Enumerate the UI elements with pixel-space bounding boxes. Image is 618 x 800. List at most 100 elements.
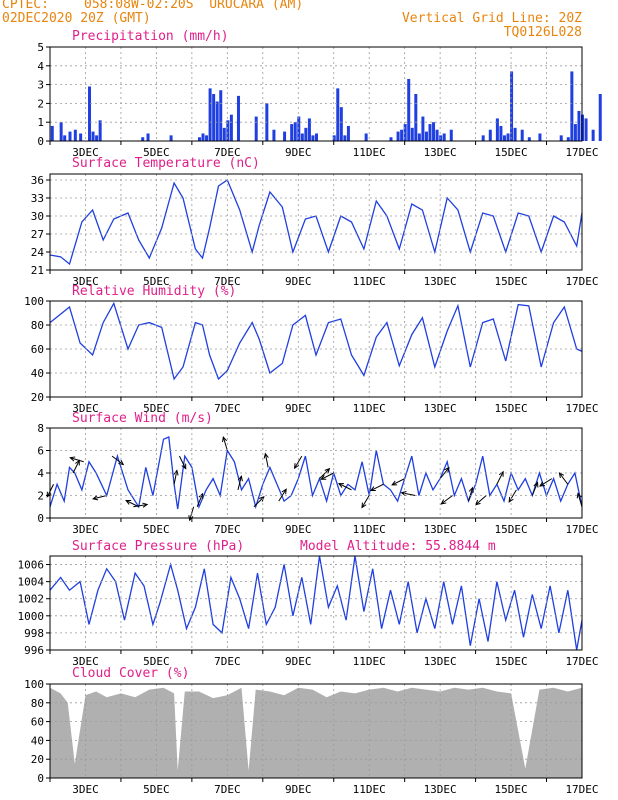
precip-bar [254, 116, 258, 141]
x-tick-label: 17DEC [565, 402, 598, 415]
wind-arrowhead [324, 467, 331, 474]
wind-vector [361, 495, 370, 508]
precip-bar [336, 88, 340, 141]
x-tick-label: 17DEC [565, 783, 598, 796]
precip-bar [495, 118, 499, 141]
panel-1: Precipitation (mm/h) 0 1 2 3 4 5 3DEC 5DEC 7DEC 9D… [37, 29, 602, 159]
precip-bar [50, 125, 54, 141]
y-tick-label: 27 [31, 228, 44, 241]
precip-bar [570, 71, 574, 141]
precip-bar [559, 135, 563, 141]
y-tick-label: 40 [31, 734, 44, 747]
x-tick-label: 11DEC [353, 402, 386, 415]
y-tick-label: 2 [37, 490, 44, 503]
y-tick-label: 100 [24, 295, 44, 308]
wind-vector [111, 455, 124, 465]
precip-bar [283, 131, 287, 141]
precip-bar [566, 137, 570, 141]
x-tick-label: 15DEC [495, 402, 528, 415]
precip-bar [432, 122, 436, 141]
y-tick-label: 33 [31, 192, 44, 205]
x-tick-label: 7DEC [214, 783, 241, 796]
y-tick-label: 20 [31, 391, 44, 404]
panel-frame [49, 300, 583, 398]
wind-vector [264, 453, 269, 468]
precip-bar [236, 95, 240, 141]
precip-bar [332, 135, 336, 141]
precip-bar [481, 135, 485, 141]
panel-frame [49, 46, 583, 142]
x-tick-label: 17DEC [565, 275, 598, 288]
y-tick-label: 60 [31, 716, 44, 729]
precip-bar [169, 135, 173, 141]
y-tick-label: 1 [37, 116, 44, 129]
panel-title: Relative Humidity (%) [72, 284, 236, 299]
x-tick-label: 5DEC [143, 402, 170, 415]
x-tick-label: 7DEC [214, 402, 241, 415]
precip-bar [297, 116, 301, 141]
precip-bar [538, 133, 542, 141]
precip-bar [272, 129, 276, 141]
wind-arrowhead [558, 472, 565, 479]
wind-vector [196, 493, 204, 507]
panel-frame [49, 683, 583, 779]
wind-arrowhead [508, 496, 514, 503]
panel-title: Surface Wind (m/s) [72, 411, 213, 426]
x-tick-label: 11DEC [353, 275, 386, 288]
wind-arrowhead [498, 470, 504, 477]
wind-arrowhead [440, 499, 447, 505]
panel-frame [49, 555, 583, 651]
panel-title: Precipitation (mm/h) [72, 29, 229, 44]
precip-bar [407, 78, 411, 141]
x-tick-label: 17DEC [565, 655, 598, 668]
x-tick-label: 15DEC [495, 275, 528, 288]
y-tick-label: 20 [31, 753, 44, 766]
wind-arrowhead [361, 502, 367, 509]
y-tick-label: 3 [37, 79, 44, 92]
x-tick-label: 13DEC [424, 523, 457, 536]
wind-vector [93, 495, 107, 500]
wind-vector [559, 472, 569, 485]
wind-vector [222, 436, 228, 451]
precip-bar [88, 86, 92, 141]
precip-bar [79, 133, 83, 141]
wind-vector [539, 478, 553, 487]
precip-bar [435, 129, 439, 141]
x-tick-label: 15DEC [495, 523, 528, 536]
precip-bar [300, 133, 304, 141]
precip-bar [91, 131, 95, 141]
x-tick-label: 5DEC [143, 783, 170, 796]
wind-arrowhead [468, 486, 474, 493]
wind-vector [320, 472, 334, 480]
x-tick-label: 7DEC [214, 275, 241, 288]
precip-bar [449, 129, 453, 141]
precip-bar [315, 133, 318, 141]
precip-bar [364, 133, 368, 141]
y-tick-label: 0 [37, 135, 44, 148]
x-tick-label: 9DEC [285, 783, 312, 796]
precip-bar [205, 135, 209, 141]
y-tick-label: 1006 [18, 559, 45, 572]
precip-bar [502, 135, 506, 141]
precip-bar [396, 131, 400, 141]
precip-bar [146, 133, 150, 141]
x-tick-label: 3DEC [72, 523, 99, 536]
x-tick-label: 9DEC [285, 655, 312, 668]
wind-arrowhead [539, 481, 546, 487]
precip-bar [208, 88, 212, 141]
wind-vector [401, 492, 416, 496]
x-tick-label: 17DEC [565, 523, 598, 536]
x-tick-label: 3DEC [72, 655, 99, 668]
precip-bar [527, 137, 531, 141]
precip-bar [343, 135, 347, 141]
x-tick-label: 15DEC [495, 783, 528, 796]
x-tick-label: 9DEC [285, 523, 312, 536]
precip-bar [442, 133, 446, 141]
x-tick-label: 13DEC [424, 655, 457, 668]
wind-vector [294, 455, 303, 469]
series-line [49, 179, 583, 266]
wind-vector [577, 493, 583, 507]
precip-bar [63, 135, 67, 141]
precip-bar [212, 94, 216, 141]
